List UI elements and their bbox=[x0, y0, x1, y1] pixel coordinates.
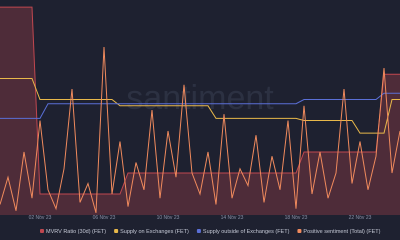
legend-label: Positive sentiment (Total) (FET) bbox=[303, 229, 380, 235]
x-tick-label: 10 Nov 23 bbox=[157, 215, 180, 221]
legend-swatch bbox=[40, 229, 44, 233]
series-line bbox=[0, 46, 400, 214]
series-line bbox=[0, 78, 400, 134]
x-tick-label: 14 Nov 23 bbox=[221, 215, 244, 221]
legend-label: Supply outside of Exchanges (FET) bbox=[203, 229, 290, 235]
series-line bbox=[0, 92, 400, 119]
legend-swatch bbox=[114, 229, 119, 233]
x-tick-label: 06 Nov 23 bbox=[93, 215, 116, 221]
watermark: santiment bbox=[126, 79, 274, 117]
legend-swatch bbox=[297, 229, 302, 233]
legend-label: Supply on Exchanges (FET) bbox=[120, 229, 189, 235]
x-tick-label: 18 Nov 23 bbox=[285, 215, 308, 221]
legend-swatch bbox=[196, 229, 201, 233]
x-tick-label: 02 Nov 23 bbox=[29, 215, 52, 221]
series-line bbox=[0, 6, 400, 195]
x-tick-label: 22 Nov 23 bbox=[349, 215, 372, 221]
legend-label: MVRV Ratio (30d) (FET) bbox=[46, 229, 106, 235]
